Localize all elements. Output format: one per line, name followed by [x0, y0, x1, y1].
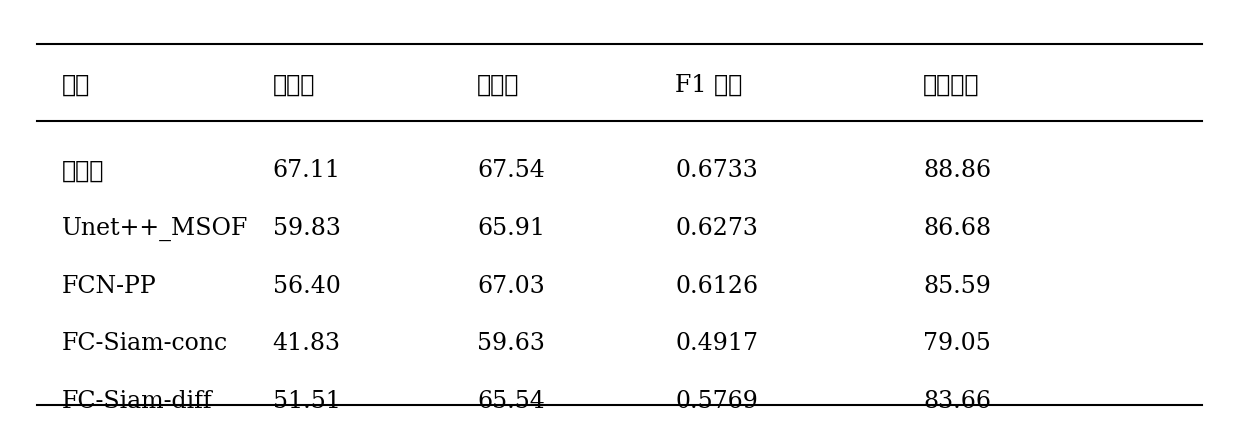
Text: 总体精度: 总体精度	[923, 74, 980, 97]
Text: FCN-PP: FCN-PP	[62, 274, 156, 297]
Text: 79.05: 79.05	[923, 331, 991, 354]
Text: 67.54: 67.54	[477, 159, 545, 182]
Text: 0.6273: 0.6273	[675, 216, 758, 239]
Text: 65.91: 65.91	[477, 216, 545, 239]
Text: 59.63: 59.63	[477, 331, 545, 354]
Text: 51.51: 51.51	[273, 389, 341, 412]
Text: 85.59: 85.59	[923, 274, 991, 297]
Text: 0.6733: 0.6733	[675, 159, 758, 182]
Text: 0.6126: 0.6126	[675, 274, 758, 297]
Text: 准确率: 准确率	[273, 74, 315, 97]
Text: 0.5769: 0.5769	[675, 389, 758, 412]
Text: 56.40: 56.40	[273, 274, 341, 297]
Text: 方法: 方法	[62, 74, 90, 97]
Text: 67.11: 67.11	[273, 159, 341, 182]
Text: 41.83: 41.83	[273, 331, 341, 354]
Text: Unet++_MSOF: Unet++_MSOF	[62, 216, 248, 240]
Text: 86.68: 86.68	[923, 216, 991, 239]
Text: 83.66: 83.66	[923, 389, 991, 412]
Text: FC-Siam-conc: FC-Siam-conc	[62, 331, 228, 354]
Text: 59.83: 59.83	[273, 216, 341, 239]
Text: F1 指数: F1 指数	[675, 74, 742, 97]
Text: 本方法: 本方法	[62, 159, 104, 182]
Text: FC-Siam-diff: FC-Siam-diff	[62, 389, 213, 412]
Text: 召回率: 召回率	[477, 74, 519, 97]
Text: 88.86: 88.86	[923, 159, 991, 182]
Text: 0.4917: 0.4917	[675, 331, 758, 354]
Text: 65.54: 65.54	[477, 389, 545, 412]
Text: 67.03: 67.03	[477, 274, 545, 297]
